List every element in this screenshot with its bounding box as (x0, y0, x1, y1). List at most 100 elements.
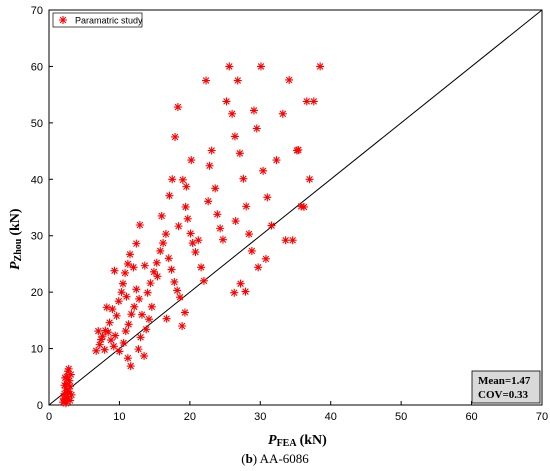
data-point (170, 278, 178, 286)
data-point (104, 328, 112, 336)
x-tick-label: 40 (325, 411, 337, 423)
data-point (174, 103, 182, 111)
data-point (68, 391, 76, 399)
data-point (208, 147, 216, 155)
x-axis-title: PFEA (kN) (268, 433, 327, 449)
data-point (234, 77, 242, 85)
y-tick-label: 50 (31, 118, 43, 130)
data-point (153, 272, 161, 280)
data-point (158, 212, 166, 220)
data-point (124, 354, 132, 362)
data-point (103, 303, 111, 311)
data-point (184, 215, 192, 223)
data-point (141, 262, 149, 270)
data-point (236, 149, 244, 157)
x-axis-title-sub: FEA (277, 438, 298, 449)
data-point (140, 352, 148, 360)
data-point (200, 277, 208, 285)
y-tick-label: 0 (37, 400, 43, 412)
data-point (135, 295, 143, 303)
data-point (132, 285, 140, 293)
data-point (216, 224, 224, 232)
y-axis-title-sub: Zhou (13, 238, 24, 261)
y-tick-label: 30 (31, 231, 43, 243)
data-point (257, 62, 265, 70)
data-point (202, 77, 210, 85)
data-point (293, 147, 301, 155)
data-point (127, 362, 135, 370)
data-point (178, 322, 186, 330)
data-point (285, 76, 293, 84)
y-tick-label: 70 (31, 5, 43, 17)
data-point (150, 268, 158, 276)
data-point (316, 62, 324, 70)
y-tick-label: 10 (31, 344, 43, 356)
data-point (132, 240, 140, 248)
data-point (148, 303, 156, 311)
stats-mean: Mean=1.47 (478, 375, 531, 387)
data-point (145, 315, 153, 323)
data-point (92, 347, 100, 355)
data-point (165, 192, 173, 200)
data-point (168, 175, 176, 183)
figure-caption: (b) AA-6086 (0, 451, 550, 467)
data-point (211, 184, 219, 192)
data-point (144, 289, 152, 297)
data-point (239, 175, 247, 183)
data-point (101, 346, 109, 354)
data-point (259, 167, 267, 175)
data-point (115, 347, 123, 355)
data-point (206, 162, 214, 170)
data-point (162, 230, 170, 238)
data-point (289, 236, 297, 244)
x-axis-title-unit: (kN) (300, 433, 328, 448)
y-axis-title: PZhou (kN) (8, 208, 24, 270)
data-point (138, 311, 146, 319)
data-point (159, 239, 167, 247)
data-point (122, 293, 130, 301)
data-point (165, 254, 173, 262)
data-point (130, 263, 138, 271)
data-point (300, 203, 308, 211)
data-point (136, 221, 144, 229)
x-tick-label: 30 (254, 411, 266, 423)
data-point (230, 289, 238, 297)
x-tick-label: 60 (465, 411, 477, 423)
data-point (242, 202, 250, 210)
data-point (222, 97, 230, 105)
data-point (263, 193, 271, 201)
stats-cov: COV=0.33 (478, 389, 528, 401)
data-point (237, 280, 245, 288)
x-tick-label: 50 (395, 411, 407, 423)
caption-letter: b (246, 451, 253, 466)
data-point (253, 125, 261, 133)
data-point (163, 315, 171, 323)
data-point (171, 133, 179, 141)
data-point (121, 269, 129, 277)
legend-marker (59, 16, 67, 24)
x-axis-ticks: 0 10 20 30 40 50 60 70 (46, 401, 548, 423)
data-point (110, 267, 118, 275)
stats-box: Mean=1.47 COV=0.33 (472, 371, 540, 403)
y-tick-label: 40 (31, 174, 43, 186)
data-point (94, 327, 102, 335)
y-tick-label: 20 (31, 287, 43, 299)
data-point (272, 156, 280, 164)
data-point (119, 280, 127, 288)
data-point (125, 320, 133, 328)
data-point (127, 310, 135, 318)
data-point (115, 297, 123, 305)
data-point (176, 293, 184, 301)
data-point (181, 308, 189, 316)
data-point (279, 110, 287, 118)
data-point (187, 229, 195, 237)
legend: Paramatric study (53, 13, 143, 27)
data-point (153, 259, 161, 267)
data-point (228, 110, 236, 118)
caption-text: AA-6086 (260, 451, 309, 466)
data-point (245, 230, 253, 238)
data-point (175, 222, 183, 230)
y-tick-label: 60 (31, 61, 43, 73)
data-point (231, 132, 239, 140)
